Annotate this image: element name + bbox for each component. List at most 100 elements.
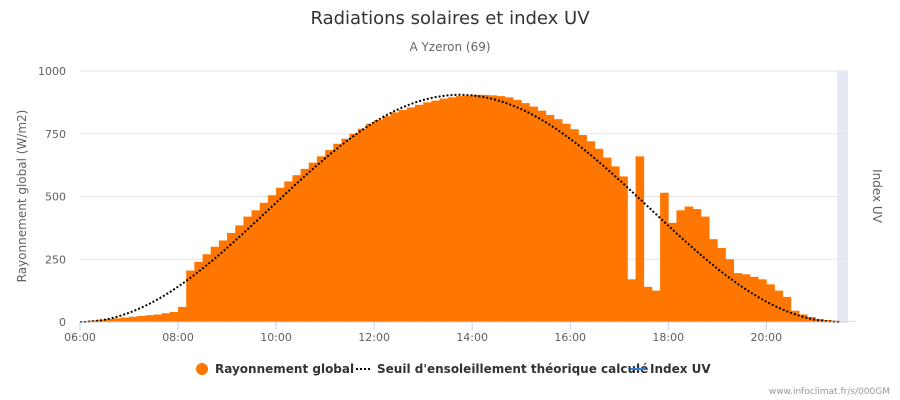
bar xyxy=(423,102,432,323)
legend: Rayonnement global Seuil d'ensoleillemen… xyxy=(196,362,711,376)
bar xyxy=(602,157,612,322)
bar xyxy=(202,254,212,322)
bar xyxy=(284,181,293,322)
bar xyxy=(406,107,416,323)
bar xyxy=(472,94,481,322)
bar xyxy=(390,112,400,322)
bar xyxy=(562,123,571,323)
bar xyxy=(709,239,718,322)
bar xyxy=(815,318,824,322)
y-tick-label: 750 xyxy=(45,128,66,141)
bar xyxy=(431,100,440,323)
bar xyxy=(521,103,530,322)
bar xyxy=(169,311,179,322)
bar xyxy=(235,225,244,322)
credits-link[interactable]: www.infoclimat.fr/s/000GM xyxy=(769,387,890,397)
bar xyxy=(276,187,285,322)
x-tick-label: 14:00 xyxy=(456,331,488,344)
bar xyxy=(218,240,228,322)
bar xyxy=(684,206,694,322)
bar xyxy=(676,210,685,322)
legend-item-rayonnement-global[interactable]: Rayonnement global xyxy=(196,362,354,376)
bar xyxy=(316,156,326,322)
y-tick-label: 250 xyxy=(45,253,66,266)
bar xyxy=(782,296,792,322)
bar xyxy=(643,286,653,322)
bar xyxy=(488,95,498,322)
bar xyxy=(798,314,808,322)
y-tick-label: 500 xyxy=(45,191,66,204)
legend-orange-circle-icon xyxy=(196,363,208,375)
bar xyxy=(513,99,522,323)
bar xyxy=(161,313,171,322)
bar xyxy=(145,315,154,322)
legend-item-seuil[interactable]: Seuil d'ensoleillement théorique calculé xyxy=(356,362,648,376)
bar xyxy=(414,104,424,322)
bar xyxy=(300,168,310,322)
threshold-curve xyxy=(80,93,840,323)
bar xyxy=(374,119,383,322)
bar xyxy=(137,315,146,322)
bar xyxy=(660,192,669,322)
bar xyxy=(357,128,367,322)
bar xyxy=(382,116,391,323)
legend-label-seuil: Seuil d'ensoleillement théorique calculé xyxy=(377,362,648,376)
bar xyxy=(251,210,261,322)
y-axis: 0 250 500 750 1000 xyxy=(38,65,66,329)
legend-item-index-uv[interactable]: Index UV xyxy=(630,362,711,376)
bar xyxy=(447,97,457,322)
bar xyxy=(112,318,122,322)
bar xyxy=(267,195,277,322)
bar xyxy=(651,290,661,323)
bar xyxy=(741,274,751,322)
chart-subtitle: A Yzeron (69) xyxy=(409,40,490,54)
x-tick-label: 20:00 xyxy=(750,331,782,344)
bar xyxy=(194,261,203,322)
bar xyxy=(807,316,816,322)
bar xyxy=(570,129,579,322)
bar xyxy=(210,246,220,322)
chart-title: Radiations solaires et index UV xyxy=(310,8,590,29)
x-tick-label: 08:00 xyxy=(162,331,194,344)
bar xyxy=(186,270,195,322)
bar xyxy=(545,114,555,323)
bar xyxy=(349,133,359,322)
bar xyxy=(749,276,759,322)
y-tick-label: 0 xyxy=(59,316,66,329)
bar xyxy=(611,166,620,322)
bar xyxy=(823,319,833,322)
y2-axis-title: Index UV xyxy=(870,169,884,224)
bar xyxy=(635,156,645,322)
legend-label-index-uv: Index UV xyxy=(650,362,711,376)
bar xyxy=(496,96,506,322)
bar xyxy=(790,310,800,322)
x-tick-label: 10:00 xyxy=(260,331,292,344)
bar-series-rayonnement-global xyxy=(80,94,857,323)
bar xyxy=(365,123,375,323)
bar xyxy=(766,284,775,322)
bar xyxy=(227,232,236,322)
bar xyxy=(464,95,473,322)
y-tick-label: 1000 xyxy=(38,65,66,78)
bar xyxy=(733,273,743,322)
bar xyxy=(333,143,342,322)
bar xyxy=(578,135,587,322)
bar xyxy=(586,141,596,322)
bar xyxy=(243,216,252,322)
bar xyxy=(325,150,334,322)
x-tick-label: 16:00 xyxy=(554,331,586,344)
x-tick-label: 06:00 xyxy=(64,331,96,344)
bar xyxy=(725,259,735,322)
bar xyxy=(341,138,351,322)
bar xyxy=(668,222,677,322)
bar xyxy=(537,110,547,322)
bar xyxy=(292,175,301,322)
bar xyxy=(774,290,784,323)
x-tick-label: 18:00 xyxy=(652,331,684,344)
bar xyxy=(120,317,130,322)
bar xyxy=(178,306,187,322)
bar xyxy=(717,247,726,322)
bar xyxy=(455,96,465,322)
bar xyxy=(627,279,636,322)
